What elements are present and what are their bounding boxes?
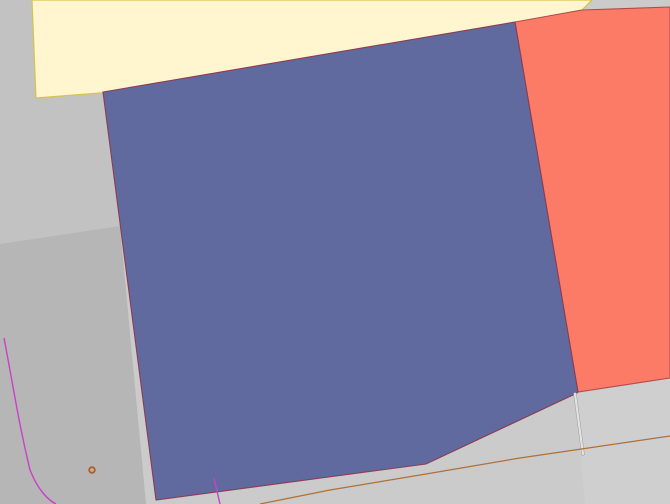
footpath[interactable] xyxy=(573,392,585,456)
brown-boundary[interactable] xyxy=(259,435,670,504)
ground-lower-right xyxy=(575,378,670,504)
magenta-boundary-segment[interactable] xyxy=(213,477,221,504)
point-marker[interactable] xyxy=(88,466,96,474)
magenta-boundary[interactable] xyxy=(3,337,57,504)
ground-left-lower xyxy=(0,226,146,504)
